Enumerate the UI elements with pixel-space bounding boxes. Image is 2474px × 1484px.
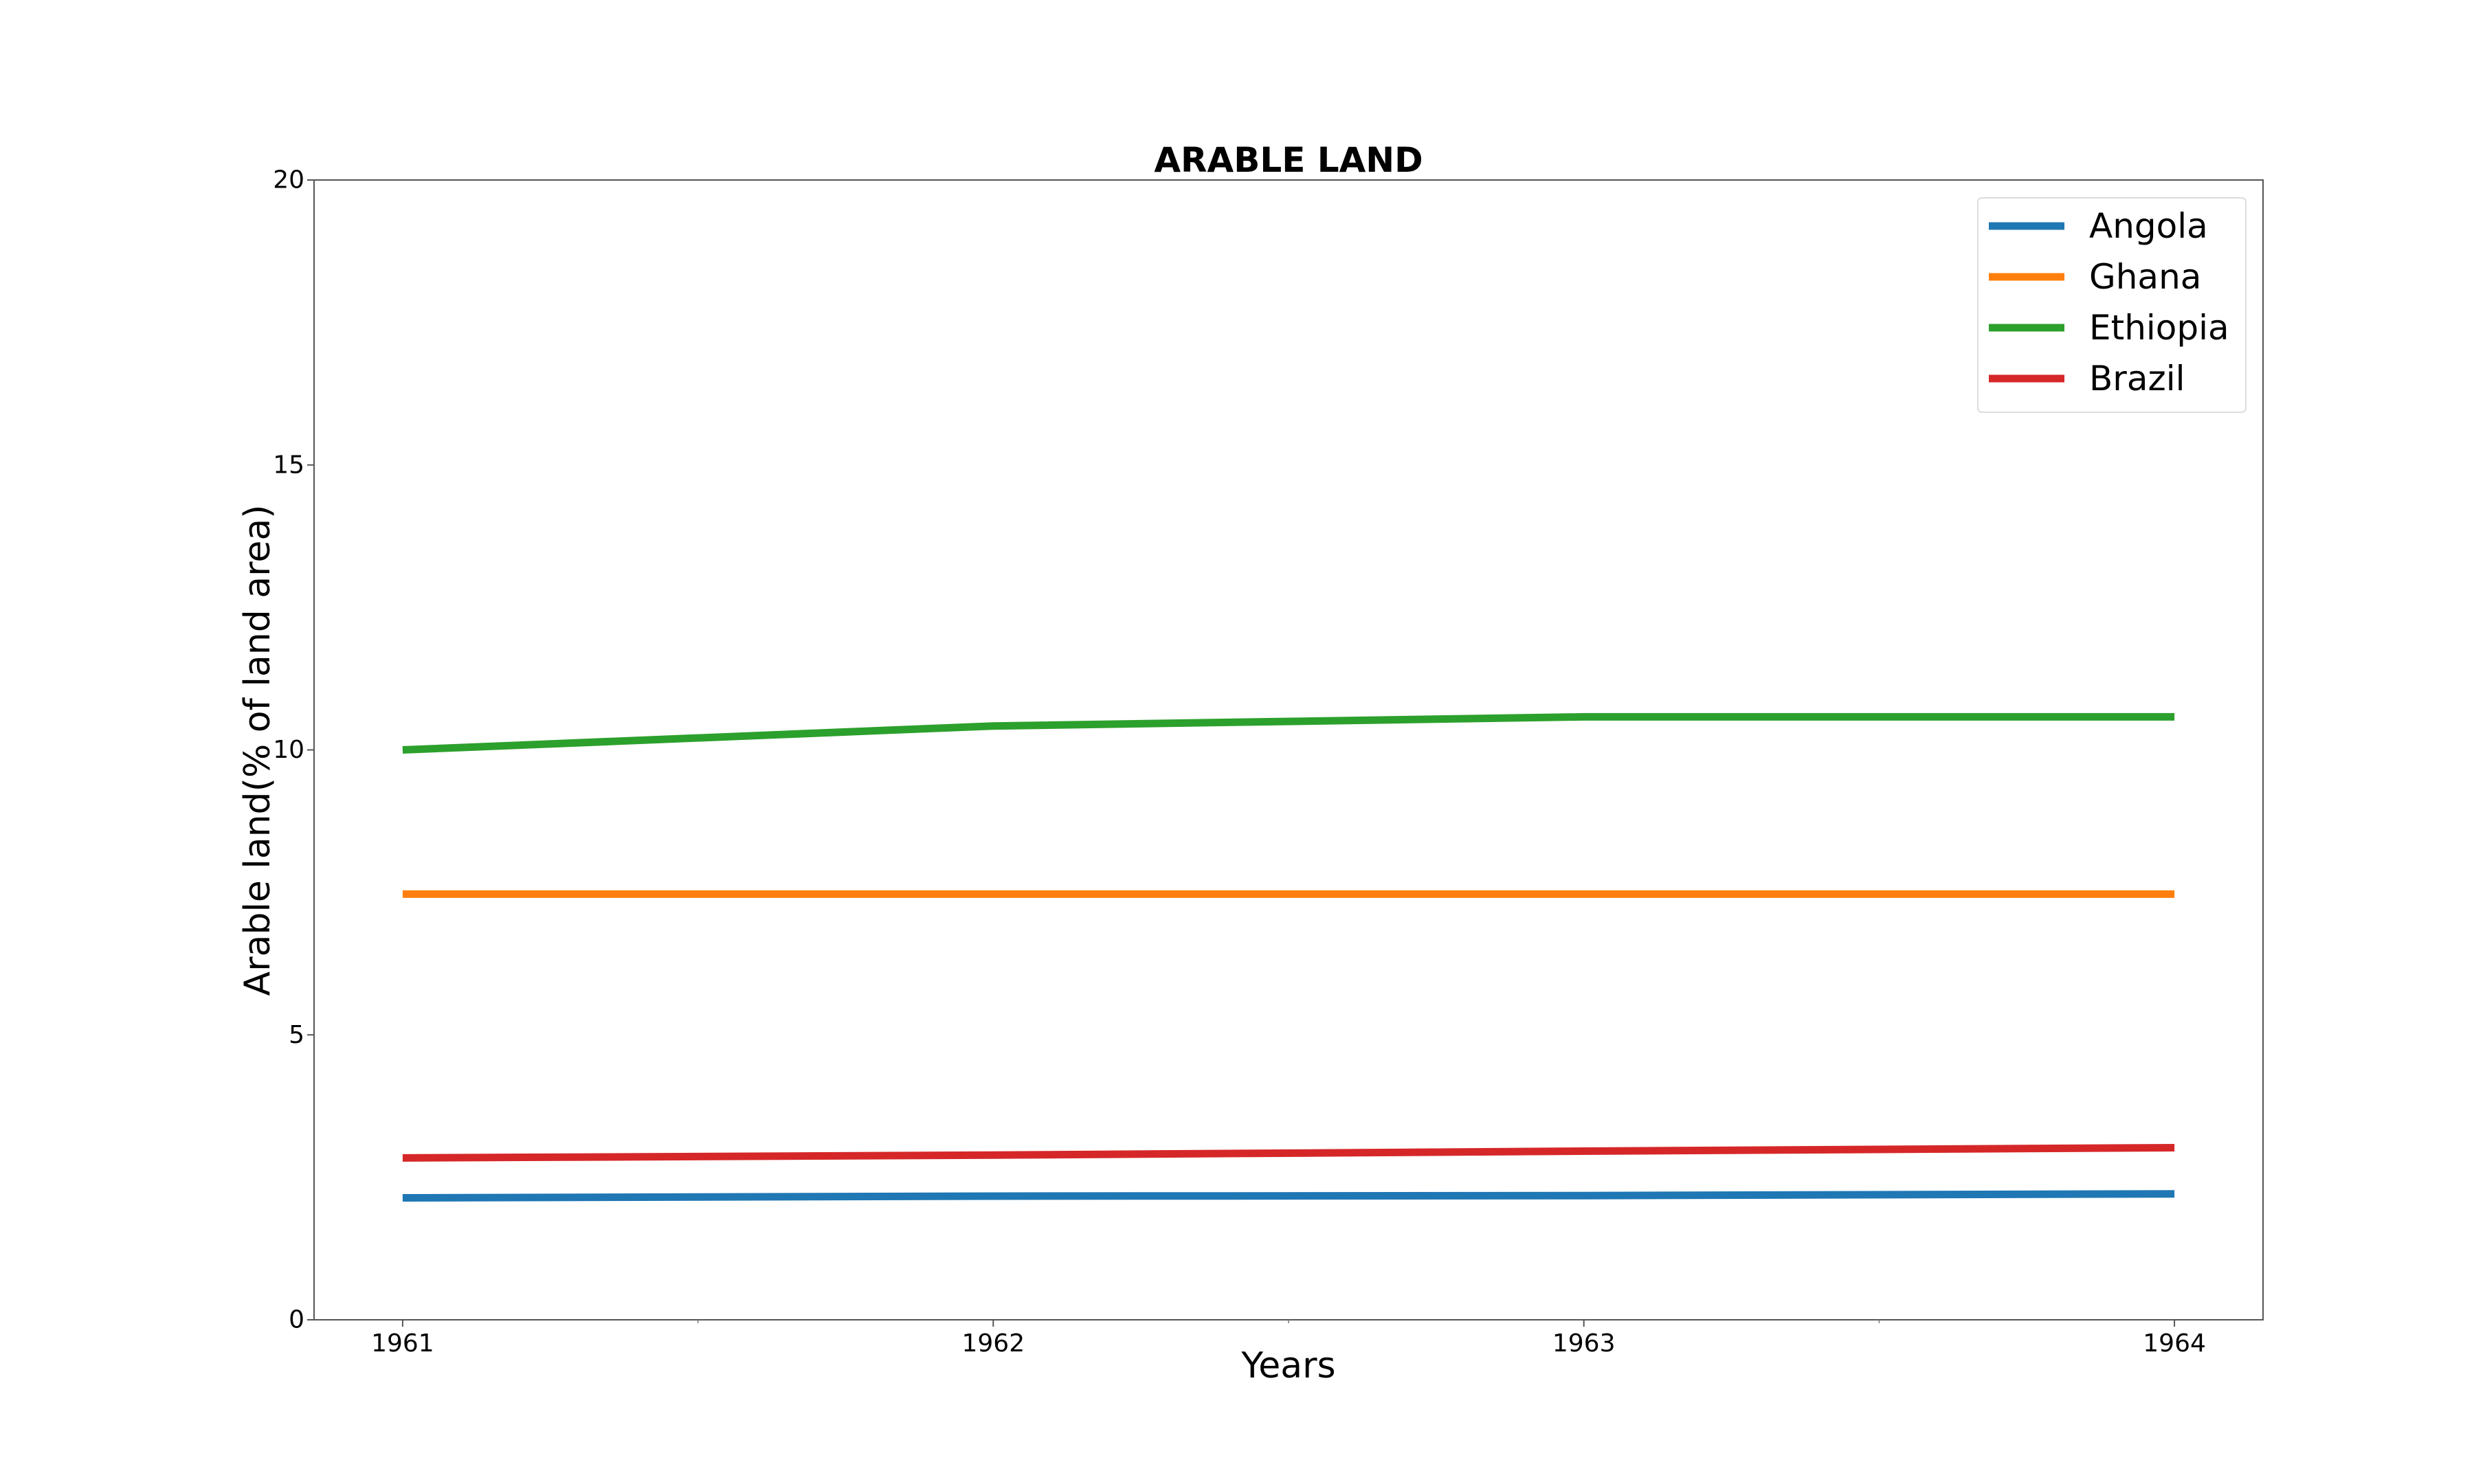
series-lines (402, 712, 2175, 1202)
y-tick-label: 0 (289, 1306, 304, 1334)
legend: Angola Ghana Ethiopia Brazil (1977, 197, 2247, 413)
legend-label-brazil: Brazil (2089, 359, 2185, 398)
x-tick-label: 1962 (961, 1329, 1025, 1358)
legend-label-ethiopia: Ethiopia (2089, 308, 2229, 348)
series-line-ethiopia (402, 712, 2175, 754)
y-axis: 0 5 10 15 20 (273, 166, 314, 1334)
y-tick-label: 10 (273, 736, 304, 764)
legend-label-angola: Angola (2089, 206, 2208, 246)
y-axis-title: Arable land(% of land area) (237, 505, 278, 996)
chart-title: ARABLE LAND (1154, 140, 1423, 180)
x-tick-label: 1964 (2143, 1329, 2206, 1358)
x-tick-label: 1961 (371, 1329, 434, 1358)
x-axis: 1961 1962 1963 1964 (371, 1320, 2206, 1358)
x-axis-title: Years (1240, 1345, 1335, 1386)
x-tick-label: 1963 (1552, 1329, 1616, 1358)
legend-label-ghana: Ghana (2089, 257, 2201, 297)
x-axis-minor-ticks (697, 1320, 1880, 1323)
series-line-angola (402, 1190, 2175, 1202)
y-tick-label: 5 (289, 1021, 304, 1049)
y-tick-label: 15 (273, 451, 304, 479)
series-line-brazil (402, 1144, 2175, 1162)
y-tick-label: 20 (273, 166, 304, 194)
legend-box (1977, 197, 2247, 413)
